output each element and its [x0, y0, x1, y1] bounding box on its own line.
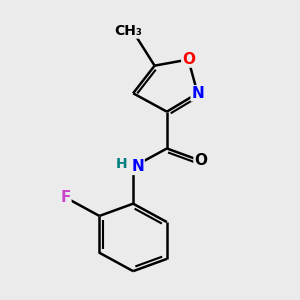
Text: N: N [131, 159, 144, 174]
Text: CH₃: CH₃ [115, 24, 142, 38]
Text: O: O [182, 52, 195, 67]
Text: O: O [194, 153, 207, 168]
Text: F: F [61, 190, 71, 205]
Text: N: N [191, 86, 204, 101]
Text: H: H [116, 158, 127, 171]
